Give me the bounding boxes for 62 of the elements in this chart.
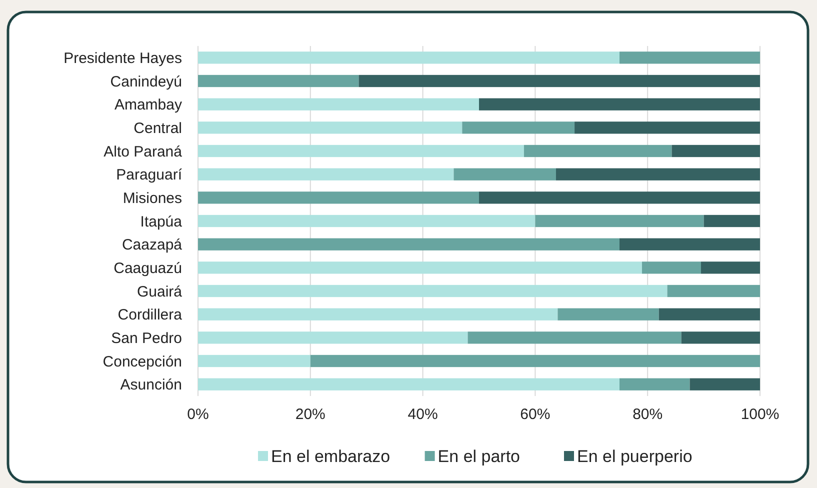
legend-label: En el embarazo — [271, 446, 390, 466]
bar — [667, 284, 760, 298]
y-tick-label: Caazapá — [122, 236, 183, 254]
bar — [672, 144, 760, 158]
bar — [704, 214, 760, 228]
bar — [454, 168, 556, 180]
bar — [198, 354, 310, 368]
y-tick-label: Guairá — [136, 283, 183, 300]
x-tick-label: 100% — [740, 406, 780, 423]
y-tick-label: Cordillera — [118, 306, 183, 324]
x-tick-label: 40% — [408, 406, 438, 423]
bar — [620, 238, 760, 250]
bar — [198, 98, 479, 110]
x-tick-label: 80% — [632, 406, 663, 423]
bar — [198, 378, 620, 390]
bar — [479, 192, 760, 204]
bar — [479, 98, 760, 110]
legend-label: En el puerperio — [577, 446, 692, 466]
x-tick-label: 20% — [295, 406, 326, 423]
y-tick-label: San Pedro — [111, 330, 182, 347]
bar — [198, 168, 454, 180]
bar — [198, 308, 558, 320]
bar — [556, 168, 760, 180]
x-tick-label: 60% — [520, 406, 550, 423]
bar — [620, 52, 760, 64]
bar — [535, 214, 704, 228]
bar — [658, 308, 760, 320]
bar — [198, 238, 620, 250]
bar — [620, 378, 690, 390]
bar — [198, 214, 536, 228]
bar — [558, 308, 659, 320]
y-tick-label: Presidente Hayes — [64, 50, 182, 67]
legend-label: En el parto — [438, 446, 520, 466]
bar — [198, 284, 668, 298]
y-tick-label: Central — [134, 120, 182, 137]
bar — [690, 378, 760, 390]
bar — [574, 122, 760, 134]
bar — [198, 122, 462, 134]
bar — [310, 354, 760, 368]
y-tick-label: Itapúa — [140, 213, 183, 230]
y-tick-label: Paraguarí — [116, 166, 183, 184]
bar — [468, 332, 682, 344]
x-tick-label: 0% — [187, 406, 209, 423]
y-tick-label: Alto Paraná — [104, 143, 183, 160]
y-tick-label: Asunción — [120, 376, 182, 394]
y-tick-label: Misiones — [122, 190, 182, 207]
bar — [198, 144, 524, 158]
y-tick-label: Caaguazú — [114, 260, 182, 277]
bar — [642, 262, 701, 274]
bar — [681, 332, 760, 344]
bar — [198, 262, 642, 274]
y-tick-label: Concepción — [102, 353, 182, 370]
y-tick-label: Amambay — [114, 96, 182, 114]
bar — [198, 52, 620, 64]
bar — [198, 332, 468, 344]
bar — [198, 74, 359, 88]
bar — [358, 74, 760, 88]
bar — [198, 192, 479, 204]
bar — [700, 262, 760, 274]
bar — [462, 122, 575, 134]
y-tick-label: Canindeyú — [110, 73, 182, 90]
bar — [524, 144, 672, 158]
